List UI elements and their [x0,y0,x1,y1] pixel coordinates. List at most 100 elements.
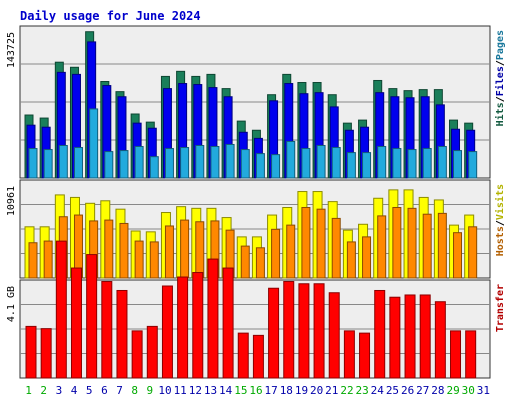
x-axis-labels: 1 2 3 4 5 6 7 8 9 10 11 12 13 14 15 16 17 18 19 20 21 22 23 24 2… [25,384,490,397]
bar-transfer-day-25 [389,296,401,379]
bar-hosts-day-15 [240,245,250,279]
bar-pages-day-28 [437,146,447,179]
bar-transfer-day-15 [237,332,249,379]
panel-transfer: 4.1 GB Transfer [6,240,506,379]
bar-transfer-day-17 [268,287,280,379]
bar-transfer-day-13 [207,258,219,379]
bar-pages-day-7 [119,150,129,179]
chart-title: Daily usage for June 2024 [20,9,201,23]
bar-pages-day-24 [377,146,387,179]
bar-pages-day-10 [164,148,174,179]
bar-transfer-day-21 [328,292,340,379]
bar-hosts-day-2 [43,240,53,279]
bar-transfer-day-24 [374,289,386,379]
bar-transfer-day-9 [146,325,158,379]
side-label-files: Files [494,66,506,96]
bar-hosts-day-28 [437,212,447,279]
bar-hosts-day-25 [392,206,402,279]
bar-pages-day-22 [346,152,356,179]
bar-pages-day-3 [58,144,68,179]
bar-hosts-day-19 [301,206,311,279]
x-tick-label-day-4: 4 [71,384,78,397]
x-tick-label-day-14: 14 [219,384,233,397]
bar-transfer-day-16 [252,334,264,379]
bar-hosts-day-16 [255,247,265,279]
bar-hosts-day-6 [104,219,114,279]
x-tick-label-day-5: 5 [86,384,93,397]
bar-pages-day-6 [104,151,114,179]
x-tick-label-day-22: 22 [340,384,353,397]
x-tick-label-day-31: 31 [477,384,490,397]
bar-pages-day-8 [134,146,144,179]
bar-hosts-day-24 [377,215,387,279]
bar-hosts-day-18 [286,224,296,279]
bar-hosts-day-12 [195,221,205,279]
side-label: Transfer [495,284,506,332]
side-label: Hosts/Visits [494,184,506,256]
bar-transfer-day-14 [222,267,234,379]
y-max-label: 143725 [6,32,17,68]
bar-pages-day-23 [362,152,372,179]
bar-transfer-day-5 [86,254,98,379]
bar-pages-day-17 [271,154,281,179]
bar-hosts-day-8 [134,240,144,279]
bar-hosts-day-20 [316,208,326,279]
bar-pages-day-11 [180,147,190,179]
x-tick-label-day-21: 21 [325,384,338,397]
x-tick-label-day-18: 18 [280,384,293,397]
bar-pages-day-25 [392,148,402,179]
side-label-visits: Visits [494,184,506,220]
panel-usage: 143725 Hits/Files/Pages [6,25,506,179]
x-tick-label-day-16: 16 [249,384,262,397]
bar-transfer-day-11 [177,276,189,379]
bar-hosts-day-27 [422,213,432,279]
x-tick-label-day-28: 28 [431,384,444,397]
bar-pages-day-19 [301,148,311,179]
bar-transfer-day-6 [101,281,113,379]
bar-pages-day-4 [73,147,83,179]
bar-pages-day-21 [331,147,341,179]
bar-pages-day-5 [89,108,99,179]
bar-transfer-day-10 [161,285,173,379]
x-tick-label-day-3: 3 [56,384,63,397]
side-label: Hits/Files/Pages [494,30,506,126]
bar-pages-day-29 [453,150,463,179]
bar-pages-day-9 [149,156,159,179]
bar-transfer-day-3 [55,240,67,379]
x-tick-label-day-2: 2 [40,384,47,397]
bar-transfer-day-8 [131,330,143,379]
bar-hosts-day-11 [180,219,190,279]
bar-pages-day-12 [195,144,205,179]
side-label-separator: / [495,220,506,226]
x-tick-label-day-19: 19 [295,384,308,397]
x-tick-label-day-25: 25 [386,384,399,397]
bar-hosts-day-1 [28,242,38,279]
x-tick-label-day-13: 13 [204,384,217,397]
x-tick-label-day-10: 10 [158,384,171,397]
x-tick-label-day-24: 24 [371,384,385,397]
bar-transfer-day-19 [298,283,310,379]
x-tick-label-day-23: 23 [356,384,369,397]
x-tick-label-day-6: 6 [101,384,108,397]
x-tick-label-day-27: 27 [416,384,429,397]
bar-pages-day-26 [407,149,417,179]
bar-pages-day-2 [43,149,53,179]
bar-transfer-day-18 [283,281,295,379]
bar-pages-day-20 [316,144,326,179]
side-label-transfer: Transfer [495,284,506,332]
bar-pages-day-27 [422,148,432,179]
x-tick-label-day-1: 1 [25,384,32,397]
x-tick-label-day-11: 11 [174,384,187,397]
bar-transfer-day-1 [25,325,37,379]
x-tick-label-day-20: 20 [310,384,323,397]
bar-hosts-day-26 [407,207,417,279]
bar-transfer-day-23 [359,332,371,379]
bar-hosts-day-29 [453,232,463,279]
x-tick-label-day-8: 8 [131,384,138,397]
bar-pages-day-1 [28,148,38,179]
y-max-label: 4.1 GB [6,286,17,322]
bar-transfer-day-30 [465,330,477,379]
bar-pages-day-30 [468,151,478,179]
side-label-separator: / [495,96,506,102]
